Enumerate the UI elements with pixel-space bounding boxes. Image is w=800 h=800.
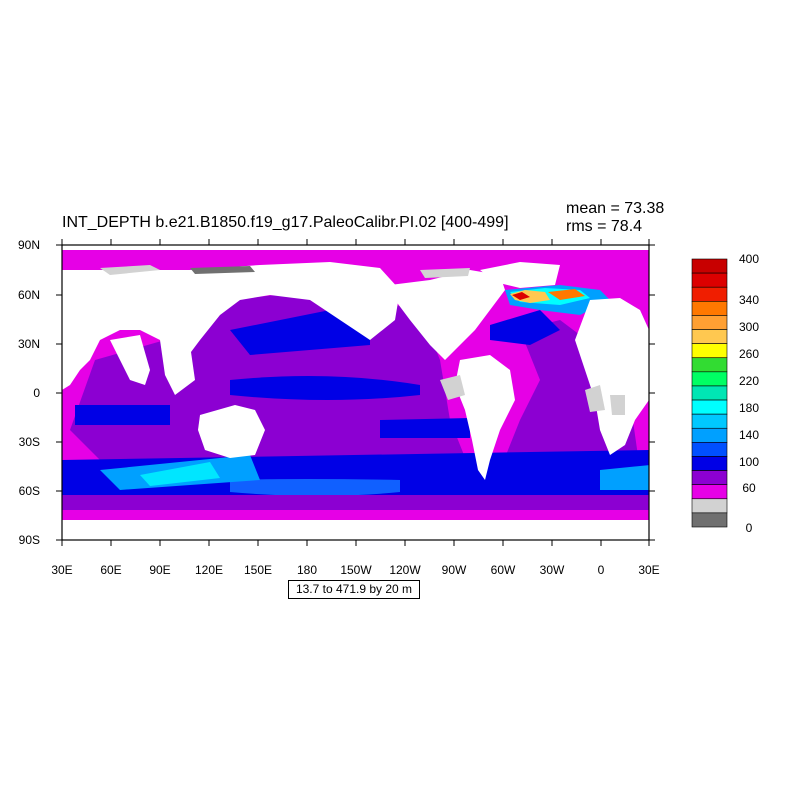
colorbar-label-0: 0 bbox=[745, 521, 753, 535]
lon-label-0: 0 bbox=[597, 563, 605, 577]
lon-label-60w: 60W bbox=[490, 563, 516, 577]
map-field bbox=[62, 245, 649, 540]
colorbar-swatch bbox=[691, 371, 728, 387]
colorbar-swatch bbox=[691, 343, 728, 359]
colorbar-label-300: 300 bbox=[738, 320, 760, 334]
colorbar-swatch bbox=[691, 329, 728, 344]
lon-label-30w: 30W bbox=[539, 563, 565, 577]
lat-label-90n: 90N bbox=[17, 238, 40, 252]
lat-label-30s: 30S bbox=[18, 435, 40, 449]
colorbar-swatch bbox=[691, 498, 728, 514]
mean-stat: mean = 73.38 bbox=[566, 200, 665, 217]
lon-label-90e: 90E bbox=[149, 563, 171, 577]
rms-stat: rms = 78.4 bbox=[566, 218, 643, 235]
colorbar-swatch bbox=[691, 286, 728, 302]
contour-info-box: 13.7 to 471.9 by 20 m bbox=[288, 580, 420, 599]
colorbar-swatch bbox=[691, 272, 728, 288]
lon-label-150e: 150E bbox=[243, 563, 273, 577]
colorbar-label-400: 400 bbox=[738, 252, 760, 266]
lon-label-150w: 150W bbox=[340, 563, 372, 577]
colorbar-swatch bbox=[691, 258, 728, 274]
colorbar-swatch bbox=[691, 512, 728, 528]
colorbar-swatch bbox=[691, 484, 728, 500]
colorbar-swatch bbox=[691, 470, 728, 485]
colorbar-label-60: 60 bbox=[742, 481, 756, 495]
lon-label-30e: 30E bbox=[51, 563, 73, 577]
plot-title: INT_DEPTH b.e21.B1850.f19_g17.PaleoCalib… bbox=[62, 214, 509, 231]
colorbar-label-140: 140 bbox=[738, 428, 760, 442]
lon-label-60e: 60E bbox=[100, 563, 122, 577]
colorbar-swatch bbox=[691, 413, 728, 429]
longitude-ticks bbox=[61, 239, 650, 546]
colorbar-swatch bbox=[691, 357, 728, 373]
lon-label-120e: 120E bbox=[194, 563, 224, 577]
colorbar-swatch bbox=[691, 315, 728, 330]
colorbar-swatch bbox=[691, 399, 728, 415]
lon-label-30e-right: 30E bbox=[638, 563, 660, 577]
lon-label-90w: 90W bbox=[441, 563, 467, 577]
colorbar-swatch bbox=[691, 427, 728, 443]
colorbar-swatch bbox=[691, 456, 728, 471]
lat-label-90s: 90S bbox=[18, 533, 40, 547]
lat-label-30n: 30N bbox=[17, 337, 40, 351]
colorbar-label-260: 260 bbox=[738, 347, 760, 361]
lon-label-120w: 120W bbox=[389, 563, 421, 577]
colorbar-label-100: 100 bbox=[738, 455, 760, 469]
colorbar-label-220: 220 bbox=[738, 374, 760, 388]
colorbar-label-180: 180 bbox=[738, 401, 760, 415]
colorbar-swatch bbox=[691, 442, 728, 457]
lat-label-60s: 60S bbox=[18, 484, 40, 498]
latitude-ticks bbox=[56, 244, 655, 541]
colorbar bbox=[691, 258, 728, 528]
lat-label-60n: 60N bbox=[17, 288, 40, 302]
colorbar-label-340: 340 bbox=[738, 293, 760, 307]
colorbar-swatch bbox=[691, 301, 728, 316]
colorbar-swatch bbox=[691, 385, 728, 401]
lat-label-0: 0 bbox=[33, 386, 40, 400]
lon-label-180: 180 bbox=[296, 563, 318, 577]
